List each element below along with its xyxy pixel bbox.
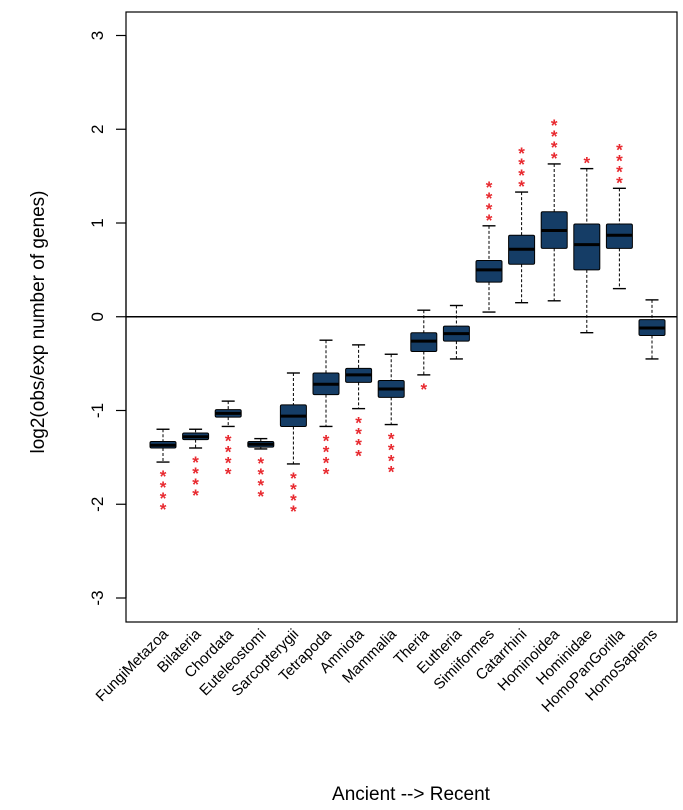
significance-star: * (420, 380, 427, 399)
significance-star: * (551, 138, 558, 157)
significance-star: * (388, 463, 395, 482)
box-theria (410, 309, 438, 376)
significance-star: * (616, 162, 623, 181)
x-axis-title: Ancient --> Recent (332, 784, 491, 805)
y-axis-title: log2(obs/exp number of genes) (28, 191, 49, 454)
box-amniota (345, 344, 373, 410)
significance-star: * (160, 478, 167, 497)
significance-star: * (225, 431, 232, 450)
significance-star: * (388, 441, 395, 460)
box-euteleostomi (247, 437, 275, 450)
significance-star: * (486, 211, 493, 230)
significance-star: * (290, 502, 297, 521)
significance-star: * (355, 447, 362, 466)
significance-star: * (225, 453, 232, 472)
box-body (573, 223, 601, 271)
significance-star: * (388, 430, 395, 449)
significance-star: * (388, 452, 395, 471)
significance-star: * (551, 127, 558, 146)
significance-star: * (616, 151, 623, 170)
significance-star: * (192, 453, 199, 472)
significance-star: * (160, 489, 167, 508)
box-tetrapoda (312, 339, 340, 428)
significance-star: * (257, 465, 264, 484)
y-tick-label: 3 (88, 31, 107, 40)
significance-star: * (518, 166, 525, 185)
significance-star: * (192, 486, 199, 505)
box-hominidae (573, 167, 601, 334)
significance-star: * (257, 487, 264, 506)
box-catarrhini (508, 191, 536, 304)
significance-star: * (518, 155, 525, 174)
significance-star: * (323, 453, 330, 472)
significance-star: * (551, 116, 558, 135)
significance-star: * (355, 425, 362, 444)
significance-star: * (160, 467, 167, 486)
y-tick-label: 1 (88, 218, 107, 227)
significance-star: * (257, 454, 264, 473)
y-tick-label: -3 (88, 590, 107, 605)
y-tick-label: 0 (88, 312, 107, 321)
box-series (149, 163, 666, 465)
box-chordata (214, 400, 242, 428)
significance-star: * (225, 464, 232, 483)
significance-star: * (290, 480, 297, 499)
box-fungimetazoa (149, 428, 177, 463)
box-eutheria (442, 304, 470, 360)
significance-star: * (225, 442, 232, 461)
box-simiiformes (475, 225, 503, 313)
significance-star: * (323, 464, 330, 483)
x-axis-category-labels: FungiMetazoaBilateriaChordataEuteleostom… (93, 625, 661, 715)
significance-star: * (290, 491, 297, 510)
y-axis: -3 -2 -1 0 1 2 3 (88, 31, 127, 606)
y-tick-label: -2 (88, 497, 107, 512)
significance-star: * (290, 469, 297, 488)
significance-star: * (160, 500, 167, 519)
significance-star: * (323, 431, 330, 450)
box-homopangorilla (605, 187, 633, 290)
significance-star: * (518, 144, 525, 163)
significance-star: * (486, 178, 493, 197)
box-bilateria (182, 428, 210, 449)
significance-star: * (323, 442, 330, 461)
box-hominoidea (540, 163, 568, 302)
significance-star: * (257, 476, 264, 495)
significance-star: * (192, 464, 199, 483)
box-sarcopterygii (279, 372, 307, 465)
box-mammalia (377, 353, 405, 426)
significance-star: * (616, 140, 623, 159)
significance-star: * (192, 475, 199, 494)
y-tick-label: -1 (88, 403, 107, 418)
significance-markers: ************************************* ***… (160, 116, 623, 521)
significance-star: * (486, 189, 493, 208)
significance-star: * (486, 200, 493, 219)
significance-star: * (616, 173, 623, 192)
y-tick-label: 2 (88, 125, 107, 134)
box-homosapiens (638, 299, 666, 360)
significance-star: * (551, 149, 558, 168)
significance-star: * (355, 414, 362, 433)
significance-star: * (518, 177, 525, 196)
significance-star: * (583, 154, 590, 173)
significance-star: * (355, 436, 362, 455)
